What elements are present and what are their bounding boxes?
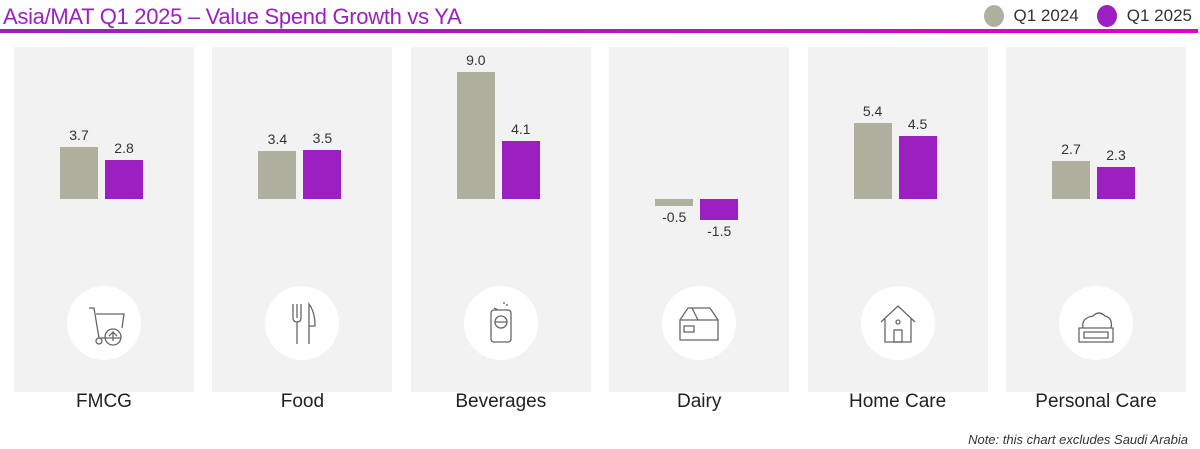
data-label: 4.5: [907, 115, 928, 132]
panel-dairy: -0.5 -1.5: [609, 47, 790, 392]
category-label: Beverages: [455, 391, 547, 412]
bar: [456, 72, 495, 199]
data-label: 3.7: [69, 126, 89, 143]
bar: [105, 159, 143, 199]
bar: [501, 141, 540, 199]
panel-food: 3.4 3.5: [212, 47, 393, 392]
category-label: Food: [280, 391, 325, 412]
footnote: Note: this chart excludes Saudi Arabia: [968, 432, 1188, 447]
data-label: 2.8: [114, 139, 134, 156]
bar: [1052, 160, 1090, 199]
data-label: 5.4: [862, 102, 883, 119]
panel-home-care: 5.4 4.5: [807, 47, 988, 392]
data-label: 9.0: [466, 52, 486, 69]
can-icon: [463, 286, 538, 360]
cart-icon: [67, 286, 141, 360]
category-label: Dairy: [677, 391, 722, 412]
milk-carton-icon: [662, 286, 737, 360]
legend-item: Q1 2025: [1096, 5, 1192, 27]
panel-beverages: 9.0 4.1: [410, 47, 591, 392]
category-label: Personal Care: [1035, 391, 1157, 412]
bar: [700, 199, 739, 221]
data-label: 3.5: [312, 129, 333, 146]
bar: [258, 151, 297, 199]
legend-swatch: [1096, 5, 1117, 27]
legend-item: Q1 2024: [983, 5, 1079, 27]
bar: [853, 122, 892, 199]
title-rule: [0, 29, 1198, 33]
bar: [60, 146, 98, 199]
legend-swatch: [983, 5, 1004, 27]
data-label: -1.5: [707, 223, 732, 240]
legend: Q1 2024 Q1 2025: [983, 5, 1192, 27]
data-label: 3.4: [267, 131, 288, 148]
panel-fmcg: 3.7 2.8: [14, 47, 194, 392]
category-label: Home Care: [849, 391, 947, 412]
category-label: FMCG: [76, 391, 132, 412]
cream-jar-icon: [1059, 286, 1133, 360]
bar: [1097, 166, 1135, 199]
data-label: -0.5: [662, 209, 687, 226]
bar: [303, 149, 342, 199]
bar: [898, 135, 937, 199]
chart-title: Asia/MAT Q1 2025 – Value Spend Growth vs…: [3, 4, 462, 29]
data-label: 2.7: [1061, 140, 1081, 157]
data-label: 2.3: [1106, 146, 1126, 163]
bar: [655, 199, 694, 207]
data-label: 4.1: [511, 121, 531, 138]
house-icon: [860, 286, 935, 360]
legend-label: Q1 2025: [1126, 6, 1192, 25]
legend-label: Q1 2024: [1013, 6, 1079, 25]
panel-personal-care: 2.7 2.3: [1006, 47, 1186, 392]
fork-knife-icon: [265, 286, 340, 360]
